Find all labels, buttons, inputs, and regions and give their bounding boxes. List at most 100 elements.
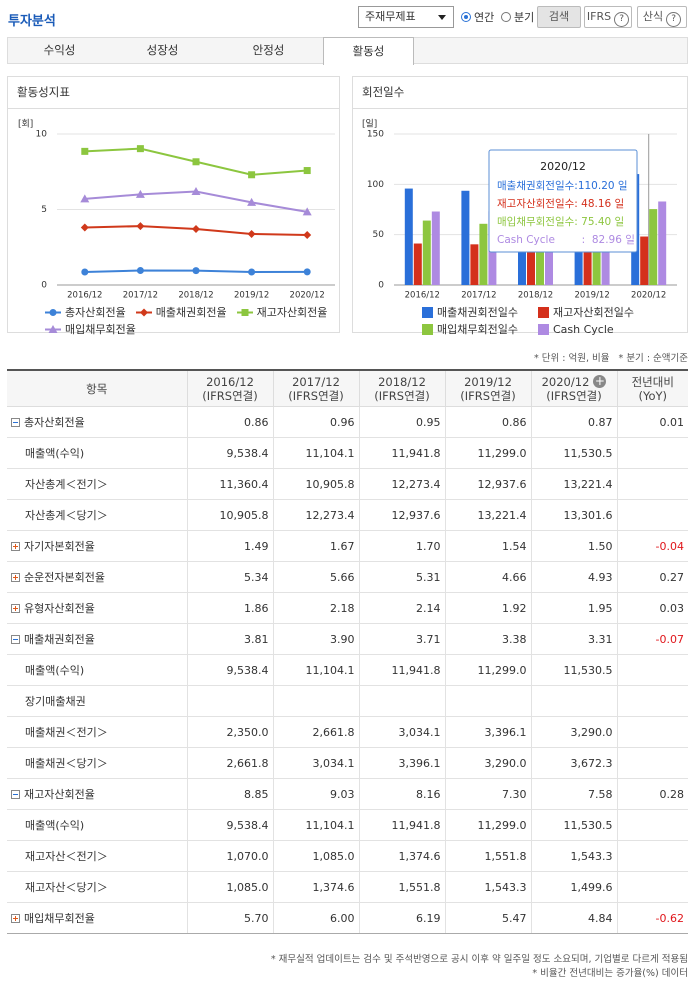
toggle-icon[interactable] xyxy=(11,790,20,799)
yoy-cell: 0.01 xyxy=(616,406,688,438)
cell-value: 1,085.0 xyxy=(312,849,355,863)
row-label-cell: 매출채권＜전기＞ xyxy=(7,716,188,748)
value-cell: 0.87 xyxy=(530,406,618,438)
cell-value: 1.86 xyxy=(244,601,269,615)
column-basis: (IFRS연결) xyxy=(288,388,344,403)
cell-value: 1,374.6 xyxy=(312,880,355,894)
cell-value: 2,661.8 xyxy=(312,725,355,739)
legend-item[interactable]: 매입채무회전율 xyxy=(45,321,136,337)
table-row: 매출채권＜당기＞ 2,661.8 3,034.1 3,396.1 3,290.0 3,67… xyxy=(7,747,688,779)
cell-value: 12,937.6 xyxy=(477,477,527,491)
value-cell: 4.93 xyxy=(530,561,618,593)
value-cell: 1,551.8 xyxy=(358,871,446,903)
cell-value: 1,085.0 xyxy=(226,880,269,894)
legend-item[interactable]: Cash Cycle xyxy=(538,321,678,337)
header-button[interactable]: IFRS? xyxy=(584,6,632,28)
cell-value: 7.30 xyxy=(502,787,527,801)
value-cell: 8.16 xyxy=(358,778,446,810)
statement-select[interactable]: 주재무제표 xyxy=(358,6,454,28)
cell-value: 11,299.0 xyxy=(477,446,527,460)
table-row: 순운전자본회전율 5.34 5.66 5.31 4.66 4.93 0.27 xyxy=(7,561,688,593)
column-header: 2018/12 (IFRS연결) xyxy=(358,369,446,407)
cell-value: 6.00 xyxy=(330,911,355,925)
period-radio[interactable]: 연간 xyxy=(461,9,494,25)
value-cell: 11,104.1 xyxy=(272,809,360,841)
table-row: 매출액(수익) 9,538.4 11,104.1 11,941.8 11,299.0 11… xyxy=(7,809,688,841)
toggle-icon[interactable] xyxy=(11,418,20,427)
cell-value: 12,273.4 xyxy=(305,508,355,522)
legend-swatch xyxy=(45,308,61,316)
cell-value: 5.70 xyxy=(244,911,269,925)
column-header: 2016/12 (IFRS연결) xyxy=(186,369,274,407)
tab[interactable]: 안정성 xyxy=(252,43,285,57)
toggle-icon[interactable] xyxy=(11,635,20,644)
cell-value: 0.01 xyxy=(659,415,685,429)
period-radio[interactable]: 분기 xyxy=(501,9,534,25)
legend-item[interactable]: 매출채권회전일수 xyxy=(422,304,528,320)
row-label-cell: 자산총계＜전기＞ xyxy=(7,468,188,500)
row-label: 총자산회전율 xyxy=(24,416,85,429)
cell-value: 3.71 xyxy=(416,632,441,646)
cell-value: 4.66 xyxy=(502,570,527,584)
value-cell: 3,396.1 xyxy=(358,747,446,779)
value-cell: 0.86 xyxy=(186,406,274,438)
row-label-cell: 자기자본회전율 xyxy=(7,530,188,562)
panel-title: 활동성지표 xyxy=(8,77,339,109)
row-label-cell: 순운전자본회전율 xyxy=(7,561,188,593)
value-cell: 1.67 xyxy=(272,530,360,562)
toggle-icon[interactable] xyxy=(11,573,20,582)
legend-item[interactable]: 매입채무회전일수 xyxy=(422,321,528,337)
table-row: 매출채권회전율 3.81 3.90 3.71 3.38 3.31 -0.07 xyxy=(7,623,688,655)
yoy-cell xyxy=(616,809,688,841)
value-cell: 1,499.6 xyxy=(530,871,618,903)
value-cell: 3,290.0 xyxy=(530,716,618,748)
add-column-icon[interactable]: + xyxy=(593,373,607,388)
value-cell: 3,034.1 xyxy=(272,747,360,779)
cell-value: -0.62 xyxy=(655,911,684,925)
header-button[interactable]: 산식? xyxy=(637,6,687,28)
value-cell: 9,538.4 xyxy=(186,437,274,469)
legend-item[interactable]: 매출채권회전율 xyxy=(135,304,227,320)
page-title: 투자분석 xyxy=(8,14,56,29)
cell-value: 1.54 xyxy=(502,539,527,553)
legend-item[interactable]: 재고자산회전율 xyxy=(236,304,327,320)
value-cell: 11,104.1 xyxy=(272,654,360,686)
row-label: 재고자산＜전기＞ xyxy=(25,850,108,863)
value-cell: 11,941.8 xyxy=(358,809,446,841)
column-period: 2019/12 xyxy=(464,374,512,389)
value-cell: 2,661.8 xyxy=(272,716,360,748)
value-cell: 2,661.8 xyxy=(186,747,274,779)
cell-value: 4.93 xyxy=(588,570,613,584)
tab[interactable]: 활동성 xyxy=(323,37,414,65)
value-cell: 3.38 xyxy=(444,623,532,655)
value-cell: 0.95 xyxy=(358,406,446,438)
chart-panel: 활동성지표 xyxy=(7,76,340,333)
value-cell: 4.84 xyxy=(530,902,618,934)
tab[interactable]: 성장성 xyxy=(146,43,179,57)
legend-item[interactable]: 총자산회전율 xyxy=(45,304,126,320)
cell-value: 11,360.4 xyxy=(219,477,269,491)
header-button[interactable]: 검색 xyxy=(537,6,581,28)
column-period: 항목 xyxy=(86,381,108,396)
legend-item[interactable]: 재고자산회전일수 xyxy=(538,304,678,320)
table-row: 총자산회전율 0.86 0.96 0.95 0.86 0.87 0.01 xyxy=(7,406,688,438)
cell-value: 1,374.6 xyxy=(398,849,441,863)
value-cell: 3,396.1 xyxy=(444,716,532,748)
cell-value: 11,104.1 xyxy=(305,446,355,460)
cell-value: 9,538.4 xyxy=(226,446,269,460)
column-header: 2019/12 (IFRS연결) xyxy=(444,369,532,407)
value-cell: 12,273.4 xyxy=(272,499,360,531)
value-cell: 5.34 xyxy=(186,561,274,593)
cell-value: 11,941.8 xyxy=(391,818,441,832)
row-label: 장기매출채권 xyxy=(25,695,86,708)
value-cell: 9,538.4 xyxy=(186,809,274,841)
cell-value: 5.66 xyxy=(330,570,355,584)
cell-value: 0.27 xyxy=(659,570,685,584)
toggle-icon[interactable] xyxy=(11,542,20,551)
toggle-icon[interactable] xyxy=(11,604,20,613)
cell-value: 2,661.8 xyxy=(226,756,269,770)
cell-value: 13,221.4 xyxy=(563,477,613,491)
toggle-icon[interactable] xyxy=(11,914,20,923)
tab[interactable]: 수익성 xyxy=(43,43,76,57)
